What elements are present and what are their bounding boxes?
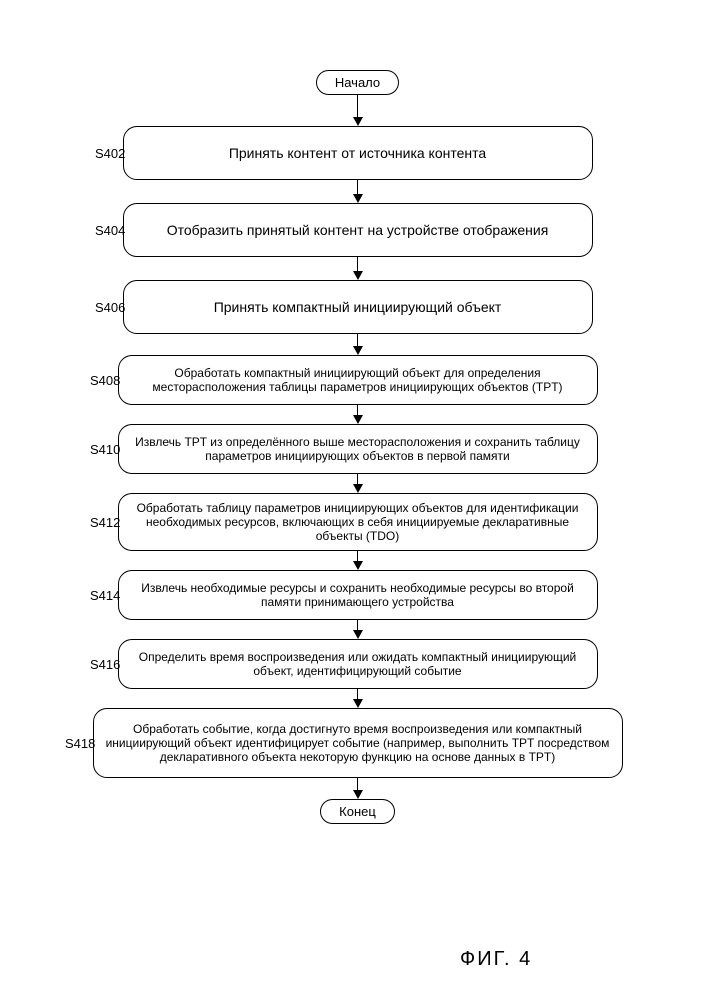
flow-arrow [353, 474, 363, 493]
flow-arrow [353, 551, 363, 570]
terminator-end: Конец [320, 799, 395, 824]
flow-arrow [353, 405, 363, 424]
process-box: Отобразить принятый контент на устройств… [123, 203, 593, 257]
flow-arrow [353, 257, 363, 280]
process-text: Обработать компактный инициирующий объек… [131, 366, 585, 394]
step-row: S408 Обработать компактный инициирующий о… [0, 355, 715, 405]
step-row: S414 Извлечь необходимые ресурсы и сохран… [0, 570, 715, 620]
process-text: Отобразить принятый контент на устройств… [136, 222, 580, 238]
step-label: S408 [90, 373, 120, 388]
step-row: S410 Извлечь TPT из определённого выше ме… [0, 424, 715, 474]
process-box: Обработать компактный инициирующий объек… [118, 355, 598, 405]
step-row: S404 Отобразить принятый контент на устро… [0, 203, 715, 257]
process-text: Извлечь необходимые ресурсы и сохранить … [131, 581, 585, 609]
process-box: Принять компактный инициирующий объект [123, 280, 593, 334]
process-text: Определить время воспроизведения или ожи… [131, 650, 585, 678]
process-text: Обработать событие, когда достигнуто вре… [106, 722, 610, 764]
step-row: S406 Принять компактный инициирующий объе… [0, 280, 715, 334]
flow-arrow [353, 620, 363, 639]
process-text: Принять компактный инициирующий объект [136, 299, 580, 315]
step-row: S402 Принять контент от источника контент… [0, 126, 715, 180]
terminator-start: Начало [316, 70, 399, 95]
process-text: Принять контент от источника контента [136, 145, 580, 161]
step-label: S402 [95, 146, 125, 161]
flowchart: Начало S402 Принять контент от источника к… [0, 70, 715, 824]
process-box: Обработать таблицу параметров инициирующ… [118, 493, 598, 551]
process-box: Определить время воспроизведения или ожи… [118, 639, 598, 689]
step-label: S416 [90, 657, 120, 672]
process-box: Извлечь необходимые ресурсы и сохранить … [118, 570, 598, 620]
step-row: S416 Определить время воспроизведения или… [0, 639, 715, 689]
flow-arrow [353, 180, 363, 203]
page-canvas: Начало S402 Принять контент от источника к… [0, 0, 715, 999]
step-label: S404 [95, 223, 125, 238]
step-row: S412 Обработать таблицу параметров иниции… [0, 493, 715, 551]
process-box: Извлечь TPT из определённого выше местор… [118, 424, 598, 474]
step-label: S406 [95, 300, 125, 315]
figure-caption: ФИГ. 4 [460, 948, 532, 971]
process-text: Обработать таблицу параметров инициирующ… [131, 501, 585, 543]
flow-arrow [353, 95, 363, 126]
flow-arrow [353, 689, 363, 708]
process-text: Извлечь TPT из определённого выше местор… [131, 435, 585, 463]
step-label: S410 [90, 442, 120, 457]
step-row: S418 Обработать событие, когда достигнуто… [0, 708, 715, 778]
flow-arrow [353, 334, 363, 355]
step-label: S412 [90, 515, 120, 530]
step-label: S414 [90, 588, 120, 603]
process-box: Обработать событие, когда достигнуто вре… [93, 708, 623, 778]
flow-arrow [353, 778, 363, 799]
process-box: Принять контент от источника контента [123, 126, 593, 180]
step-label: S418 [65, 736, 95, 751]
